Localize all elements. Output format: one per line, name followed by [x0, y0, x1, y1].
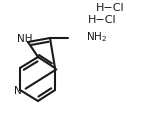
Text: H−Cl: H−Cl: [96, 3, 125, 13]
Text: NH: NH: [17, 34, 33, 44]
Text: N: N: [14, 86, 22, 96]
Text: NH$_2$: NH$_2$: [86, 30, 107, 44]
Text: H−Cl: H−Cl: [88, 15, 117, 25]
